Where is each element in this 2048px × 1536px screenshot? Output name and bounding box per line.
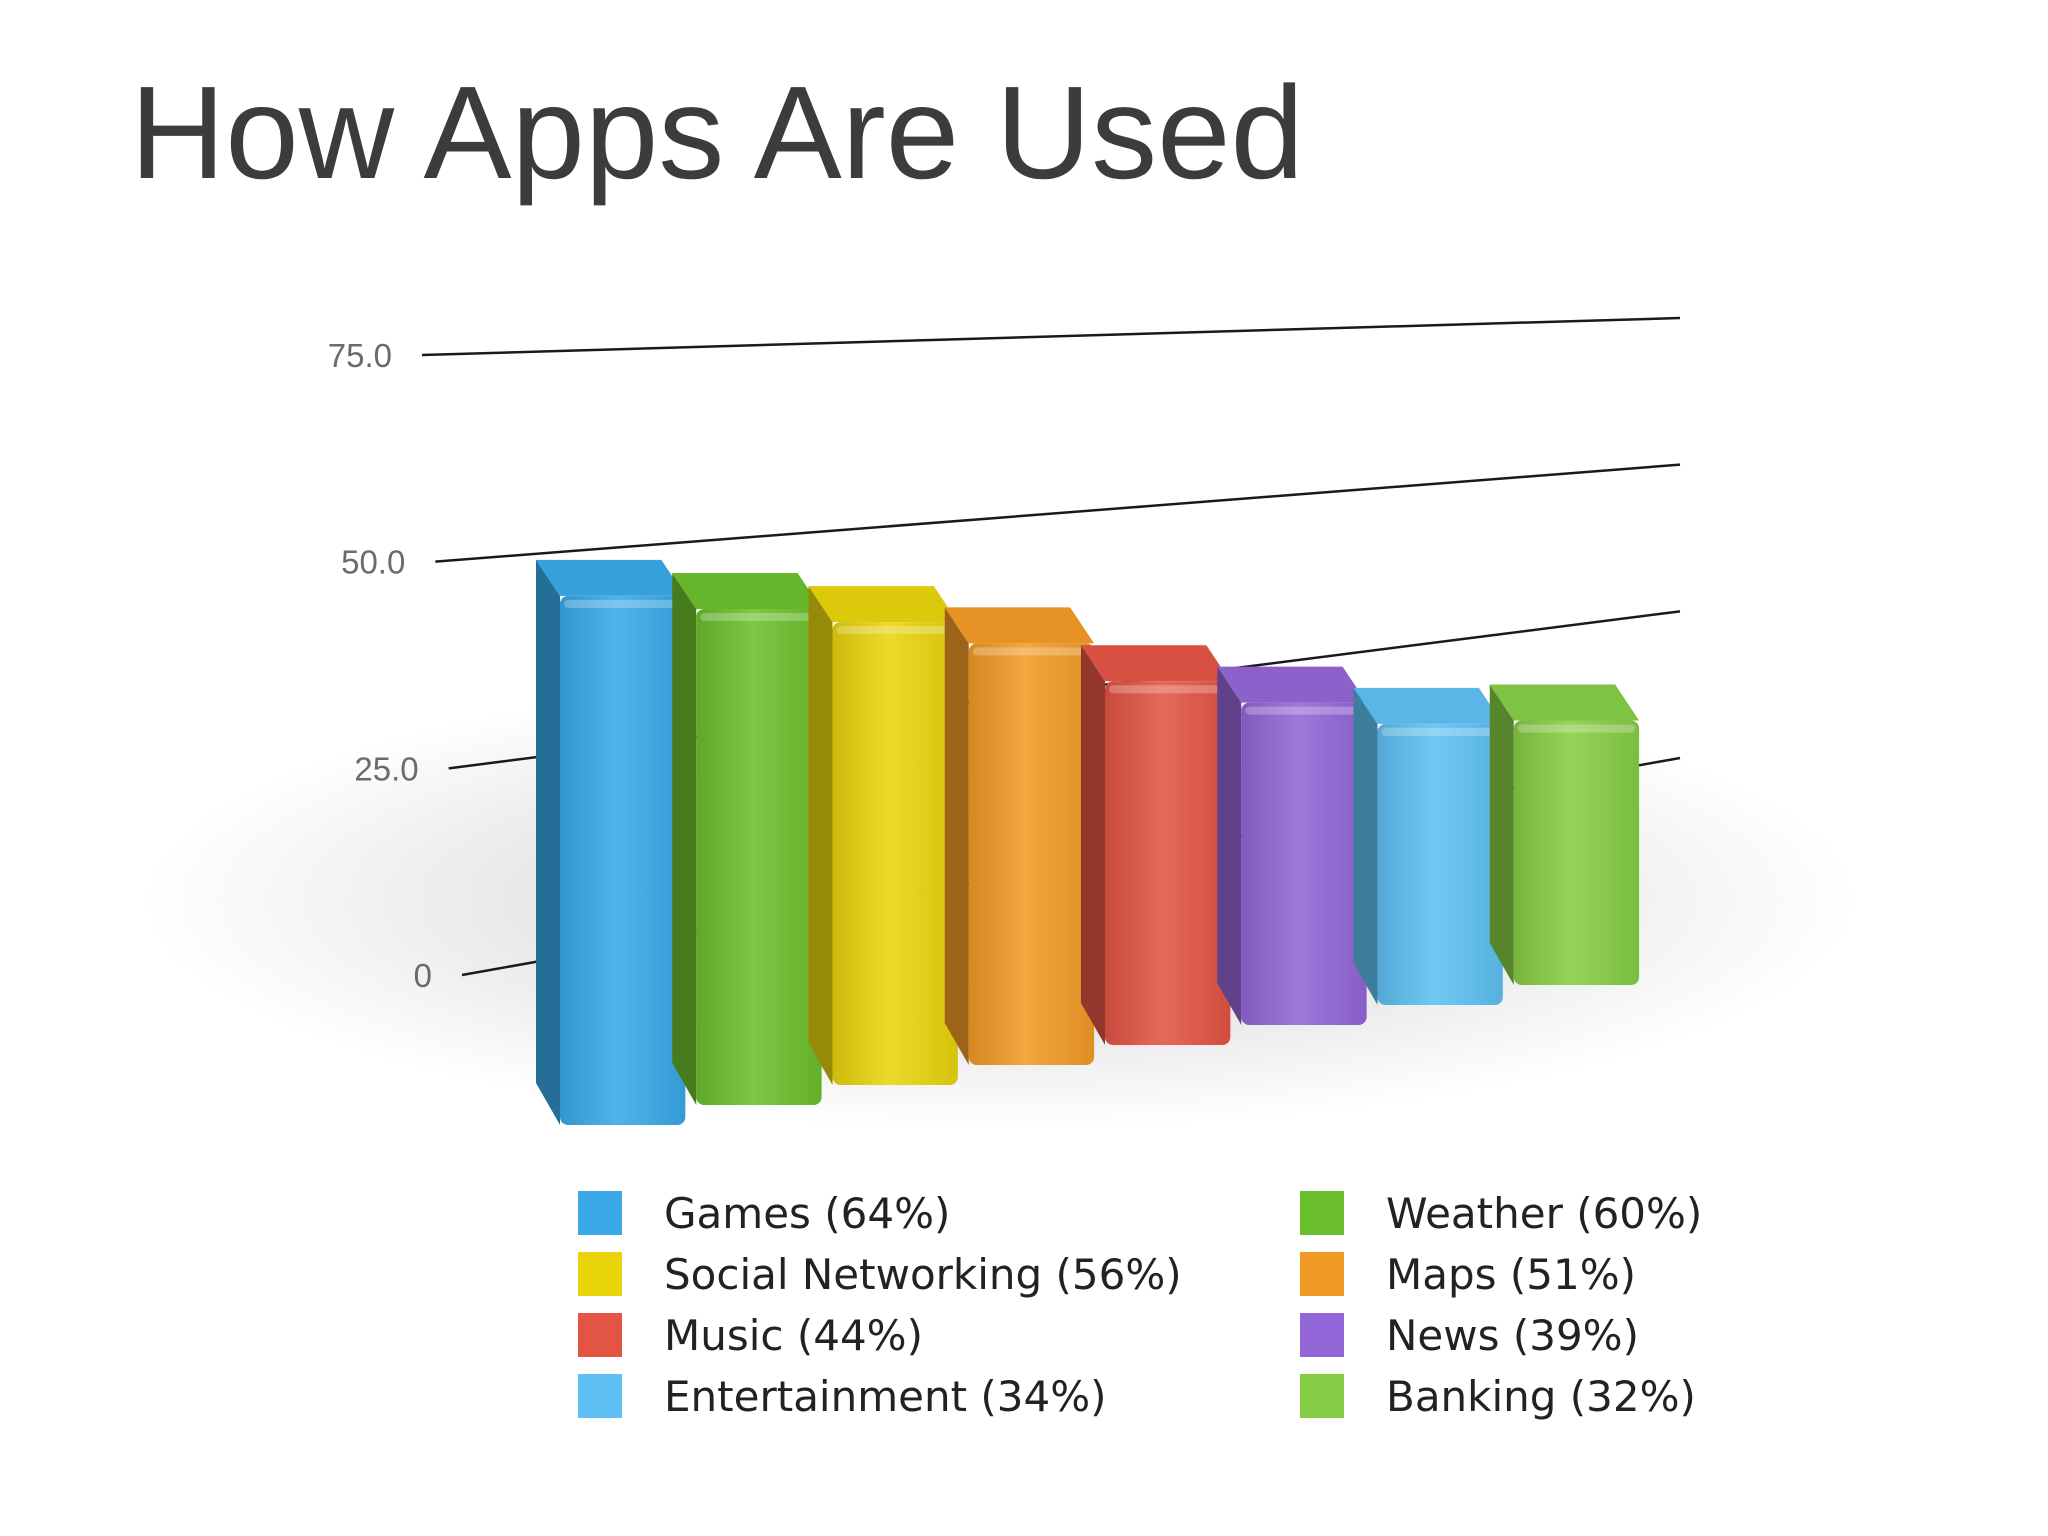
- y-tick-label: 50.0: [341, 544, 405, 581]
- bar-banking: [1489, 684, 1640, 985]
- legend: Games (64%) Weather (60%) Social Networkin…: [578, 1189, 1702, 1421]
- y-tick-label: 75.0: [328, 337, 392, 374]
- bars: [536, 559, 1640, 1125]
- gridline: [421, 316, 1681, 357]
- legend-swatch: [1300, 1252, 1344, 1296]
- bar-news: [1217, 666, 1367, 1025]
- legend-swatch: [578, 1191, 622, 1235]
- legend-label: Maps (51%): [1386, 1250, 1636, 1299]
- legend-item: Banking (32%): [1300, 1372, 1696, 1421]
- legend-swatch: [1300, 1313, 1344, 1357]
- legend-swatch: [1300, 1374, 1344, 1418]
- legend-label: News (39%): [1386, 1311, 1639, 1360]
- legend-item: Entertainment (34%): [578, 1372, 1107, 1421]
- bar-weather: [672, 573, 822, 1105]
- gridline: [435, 463, 1681, 563]
- legend-swatch: [578, 1374, 622, 1418]
- bar-maps: [944, 607, 1095, 1065]
- bar-music: [1081, 645, 1231, 1045]
- legend-item: Games (64%): [578, 1189, 950, 1238]
- legend-swatch: [578, 1313, 622, 1357]
- legend-label: Social Networking (56%): [664, 1250, 1182, 1299]
- legend-item: Social Networking (56%): [578, 1250, 1182, 1299]
- legend-item: Weather (60%): [1300, 1189, 1702, 1238]
- legend-item: Music (44%): [578, 1311, 923, 1360]
- legend-item: Maps (51%): [1300, 1250, 1636, 1299]
- legend-swatch: [1300, 1191, 1344, 1235]
- legend-label: Weather (60%): [1386, 1189, 1702, 1238]
- legend-item: News (39%): [1300, 1311, 1639, 1360]
- legend-swatch: [578, 1252, 622, 1296]
- bar-games: [536, 559, 686, 1125]
- slide-title: How Apps Are Used: [130, 59, 1304, 206]
- legend-label: Banking (32%): [1386, 1372, 1696, 1421]
- y-axis-ticks: 0 25.0 50.0 75.0: [328, 337, 432, 994]
- bar-entertainment: [1353, 687, 1503, 1005]
- legend-label: Entertainment (34%): [664, 1372, 1107, 1421]
- bar-social-networking: [808, 586, 958, 1085]
- legend-label: Music (44%): [664, 1311, 923, 1360]
- y-tick-label: 25.0: [354, 750, 418, 787]
- y-tick-label: 0: [414, 957, 432, 994]
- legend-label: Games (64%): [664, 1189, 950, 1238]
